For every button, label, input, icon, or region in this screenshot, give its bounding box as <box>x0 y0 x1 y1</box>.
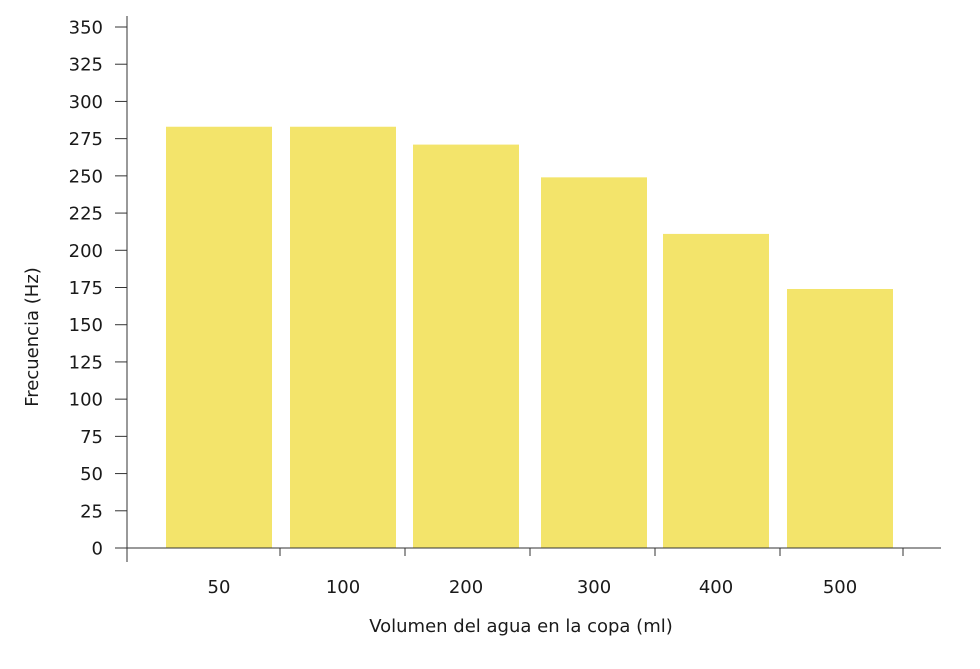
y-tick-label-75: 75 <box>80 427 103 448</box>
bar-500 <box>787 288 893 548</box>
y-tick-label-325: 325 <box>69 55 103 76</box>
y-tick-label-50: 50 <box>80 464 103 485</box>
x-tick-label-400: 400 <box>699 577 733 598</box>
x-tick-label-50: 50 <box>208 577 231 598</box>
x-axis-title: Volumen del agua en la copa (ml) <box>369 616 673 637</box>
x-tick-label-500: 500 <box>823 577 857 598</box>
y-tick-label-300: 300 <box>69 92 103 113</box>
y-ticks-layer: 0 25 50 75 100 125 150 175 200 225 250 275 300 325 350 <box>69 18 127 560</box>
x-tick-label-200: 200 <box>449 577 483 598</box>
y-tick-label-250: 250 <box>69 166 103 187</box>
y-tick-label-275: 275 <box>69 129 103 150</box>
y-axis-title: Frecuencia (Hz) <box>22 267 43 407</box>
y-tick-label-25: 25 <box>80 501 103 522</box>
bar-100 <box>290 126 396 548</box>
y-tick-label-100: 100 <box>69 390 103 411</box>
x-tick-label-100: 100 <box>326 577 360 598</box>
bar-300 <box>541 177 647 549</box>
x-tick-label-300: 300 <box>577 577 611 598</box>
y-tick-label-150: 150 <box>69 315 103 336</box>
y-tick-label-225: 225 <box>69 204 103 225</box>
bars-layer <box>166 126 893 549</box>
bar-400 <box>663 233 769 548</box>
bar-50 <box>166 126 272 548</box>
y-tick-label-125: 125 <box>69 352 103 373</box>
y-tick-label-175: 175 <box>69 278 103 299</box>
y-tick-label-0: 0 <box>92 539 103 560</box>
bar-200 <box>413 144 519 548</box>
x-ticks-layer: 50 100 200 300 400 500 <box>126 548 904 598</box>
y-tick-label-350: 350 <box>69 18 103 39</box>
y-tick-label-200: 200 <box>69 241 103 262</box>
